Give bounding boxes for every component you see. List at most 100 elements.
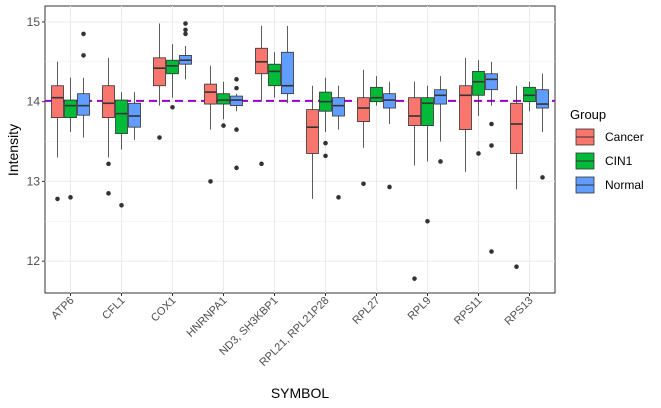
legend-item-cin1: CIN1 [575, 152, 633, 170]
y-tick-label: 12 [27, 254, 41, 268]
outlier-point [259, 161, 264, 167]
box-cancer-5 [306, 85, 319, 199]
box-body [472, 70, 485, 96]
outlier-point [81, 53, 86, 58]
box-normal-2 [179, 21, 192, 80]
box-normal-9 [536, 73, 549, 180]
outlier-point [183, 21, 188, 26]
y-tick-label: 15 [27, 15, 41, 29]
box-cin1-2 [166, 44, 179, 110]
outlier-point [234, 165, 239, 171]
legend-label: Normal [605, 178, 644, 192]
outlier-point [170, 104, 175, 110]
box-cancer-9 [510, 85, 523, 269]
y-tick-label: 14 [27, 95, 41, 109]
box-cin1-1 [115, 92, 128, 208]
x-tick-label: RPL27 [350, 295, 382, 327]
box-normal-6 [383, 81, 396, 190]
x-axis-title: SYMBOL [271, 385, 330, 401]
legend-label: CIN1 [605, 154, 633, 168]
box-cin1-5 [319, 77, 332, 159]
box-body [115, 99, 128, 134]
outlier-point [425, 218, 430, 224]
x-tick-label: RPS11 [452, 295, 485, 328]
outlier-point [323, 140, 328, 146]
box-normal-4 [281, 25, 294, 104]
box-cin1-6 [370, 76, 383, 106]
box-cancer-6 [357, 69, 370, 187]
box-body [204, 83, 217, 105]
legend-item-normal: Normal [575, 176, 644, 194]
outlier-point [55, 196, 60, 202]
box-body [64, 99, 77, 119]
outlier-point [106, 191, 111, 196]
box-body [357, 97, 370, 122]
box-body [153, 57, 166, 87]
box-cancer-2 [153, 23, 166, 140]
outlier-point [81, 31, 86, 37]
box-body [510, 102, 523, 154]
box-body [166, 59, 179, 75]
outlier-point [234, 85, 239, 91]
box-body [434, 89, 447, 105]
outlier-point [361, 181, 366, 187]
box-normal-5 [332, 85, 345, 200]
box-normal-8 [485, 61, 498, 254]
box-body [332, 97, 345, 117]
outlier-point [540, 175, 545, 180]
outlier-point [183, 27, 188, 33]
outlier-point [514, 264, 519, 269]
outlier-point [476, 151, 481, 156]
box-normal-3 [230, 77, 243, 171]
box-body [217, 93, 230, 105]
legend-label: Cancer [605, 130, 644, 144]
box-cancer-7 [408, 81, 421, 281]
x-tick-label: HNRNPA1 [185, 295, 230, 340]
outlier-point [412, 276, 417, 281]
box-cancer-4 [255, 25, 268, 167]
y-tick-label: 13 [27, 174, 41, 188]
box-normal-1 [128, 92, 141, 140]
legend-title: Group [570, 107, 606, 122]
box-cin1-4 [268, 52, 281, 98]
y-axis-title: Intensity [5, 124, 21, 176]
box-normal-0 [77, 31, 90, 138]
x-tick-label: RPS13 [502, 295, 535, 328]
box-body [485, 73, 498, 91]
outlier-point [323, 153, 328, 159]
box-cin1-8 [472, 60, 485, 156]
legend: Group Cancer CIN1 Normal [570, 107, 644, 194]
outlier-point [157, 135, 162, 140]
box-cin1-3 [217, 81, 230, 128]
outlier-point [208, 179, 213, 184]
box-body [77, 93, 90, 116]
box-cancer-8 [459, 57, 472, 172]
box-cin1-9 [523, 81, 536, 112]
outlier-point [489, 143, 494, 148]
box-body [370, 86, 383, 103]
x-tick-label: COX1 [149, 295, 179, 325]
box-body [459, 85, 472, 130]
box-cancer-1 [102, 57, 115, 196]
box-body [51, 85, 64, 119]
box-normal-7 [434, 76, 447, 164]
x-tick-label: CFL1 [100, 295, 128, 323]
y-axis: 12 13 14 15 [27, 15, 45, 268]
box-cin1-0 [64, 77, 77, 200]
outlier-point [68, 195, 73, 200]
plot-panel [44, 5, 556, 294]
box-cin1-7 [421, 85, 434, 224]
box-cancer-0 [51, 61, 64, 202]
box-body [102, 85, 115, 119]
legend-item-cancer: Cancer [575, 128, 644, 146]
box-body [536, 89, 549, 109]
outlier-point [489, 121, 494, 127]
outlier-point [234, 127, 239, 132]
x-tick-label: ATP6 [49, 295, 76, 322]
outlier-point [489, 249, 494, 254]
box-body [281, 51, 294, 95]
box-body [268, 63, 281, 87]
box-cancer-3 [204, 65, 217, 184]
